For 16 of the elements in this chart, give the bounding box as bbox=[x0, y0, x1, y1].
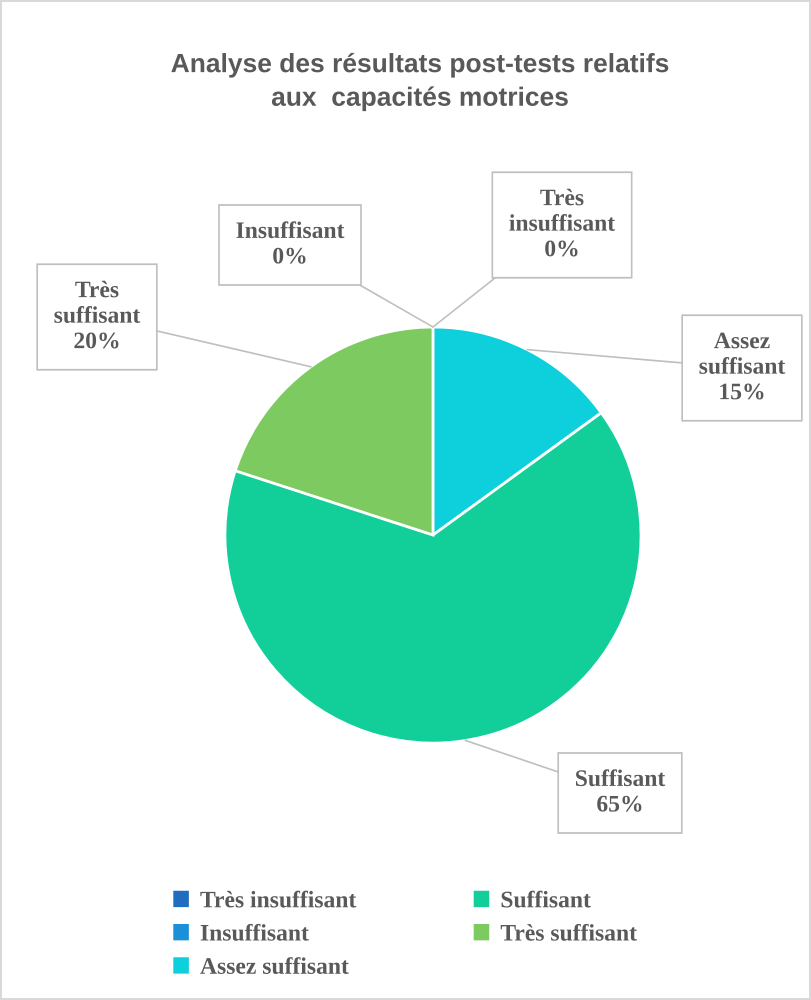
data-label: 15% bbox=[720, 383, 764, 400]
text: 0% bbox=[273, 248, 306, 264]
slice-label: Suffisant bbox=[576, 769, 666, 786]
category-label: Insuffisant bbox=[236, 221, 344, 238]
legend-label: Suffisant bbox=[502, 890, 591, 908]
legend-label: Insuffisant bbox=[200, 924, 309, 941]
legend-label: Assez suffisant bbox=[200, 957, 349, 974]
legend-label: Très insuffisant bbox=[200, 890, 356, 908]
data-label: 20% bbox=[74, 332, 118, 348]
text: 0% bbox=[545, 240, 578, 256]
data-label: 65% bbox=[597, 796, 642, 812]
legend-label: Très suffisant bbox=[500, 924, 637, 941]
slice-label: Très suffisant bbox=[54, 280, 140, 323]
slice-label: Assez suffisant bbox=[699, 332, 786, 374]
chart-title: Analyse des résultats post-tests relatifs aux capacités motrices bbox=[171, 52, 668, 112]
category-label: Très insuffisant bbox=[509, 188, 616, 231]
